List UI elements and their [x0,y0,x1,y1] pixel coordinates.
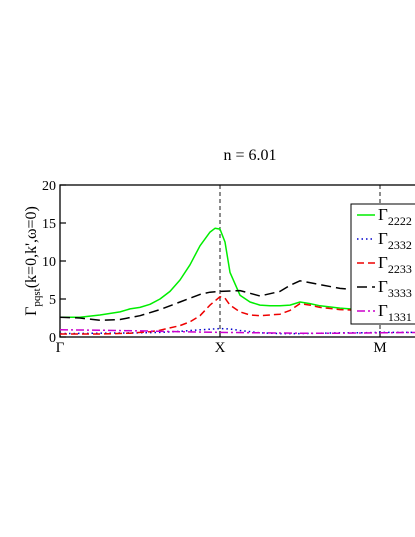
y-axis-label-main: Γ [23,307,40,316]
y-axis-label-sub: pqst [31,288,43,306]
y-tick-label-4: 20 [42,179,56,194]
series-line-1331 [60,329,415,334]
x-tick-label-0: Γ [56,340,65,356]
x-tick-label-2: M [373,340,386,356]
legend-label-2222: Γ2222 [378,205,412,228]
x-tick-label-1: X [215,340,226,356]
y-tick-label-1: 5 [49,293,56,308]
y-ticks: 0 5 10 15 20 [42,179,66,346]
y-tick-label-0: 0 [49,331,56,346]
legend-label-3333: Γ3333 [378,277,412,300]
legend-label-2332: Γ2332 [378,229,412,252]
y-axis-label-tail: (k=0,k',ω=0) [23,206,40,288]
y-tick-label-3: 15 [42,217,56,232]
svg-text:Γpqst(k=0,k',ω=0): Γpqst(k=0,k',ω=0) [23,206,43,316]
legend-label-2233: Γ2233 [378,253,412,276]
y-tick-label-2: 10 [42,255,56,270]
legend-box [350,203,415,325]
legend-label-1331: Γ1331 [378,301,412,324]
chart-title: n = 6.01 [223,147,276,164]
y-axis-label: Γpqst(k=0,k',ω=0) [23,206,43,316]
